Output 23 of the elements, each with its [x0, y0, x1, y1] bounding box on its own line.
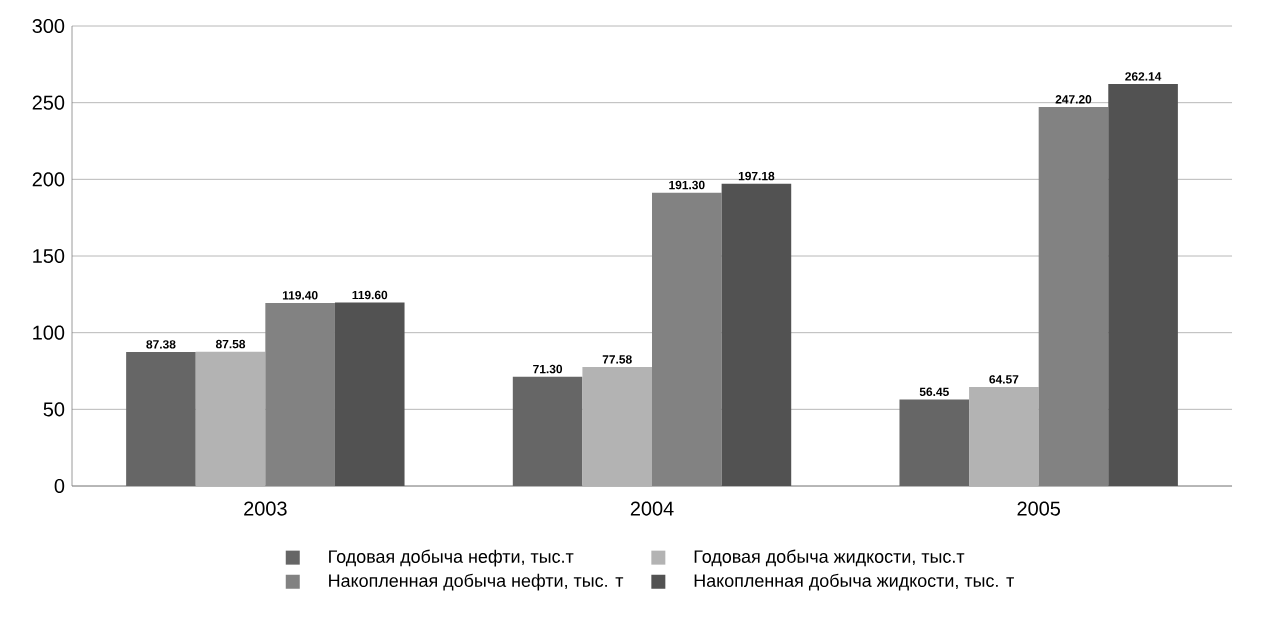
- x-tick-label: 2004: [630, 501, 674, 516]
- bar: [582, 367, 653, 486]
- bar: [512, 376, 583, 486]
- x-tick-label: 2003: [244, 501, 287, 516]
- y-tick-label: 200: [32, 172, 65, 187]
- legend-label: Накопленная добыча жидкости, тыс. т: [694, 573, 1014, 591]
- x-tick-label: 2005: [1017, 501, 1060, 516]
- y-tick-label: 250: [32, 95, 65, 110]
- bar: [126, 352, 196, 486]
- legend-label: Накопленная добыча нефти, тыс. т: [329, 573, 624, 591]
- bar: [899, 399, 970, 486]
- y-tick-label: 50: [43, 402, 65, 417]
- bar: [334, 302, 405, 486]
- bar: [969, 386, 1039, 486]
- y-tick-label: 150: [33, 248, 65, 264]
- y-tick-label: 0: [54, 478, 65, 494]
- bar: [1108, 84, 1178, 486]
- y-tick-label: 100: [33, 325, 65, 340]
- y-tick-label: 300: [32, 18, 65, 34]
- bar: [721, 183, 792, 486]
- legend-label: Годовая добыча нефти, тыс.т: [329, 549, 574, 567]
- legend-label: Годовая добыча жидкости, тыс.т: [694, 549, 965, 567]
- bar: [195, 351, 266, 486]
